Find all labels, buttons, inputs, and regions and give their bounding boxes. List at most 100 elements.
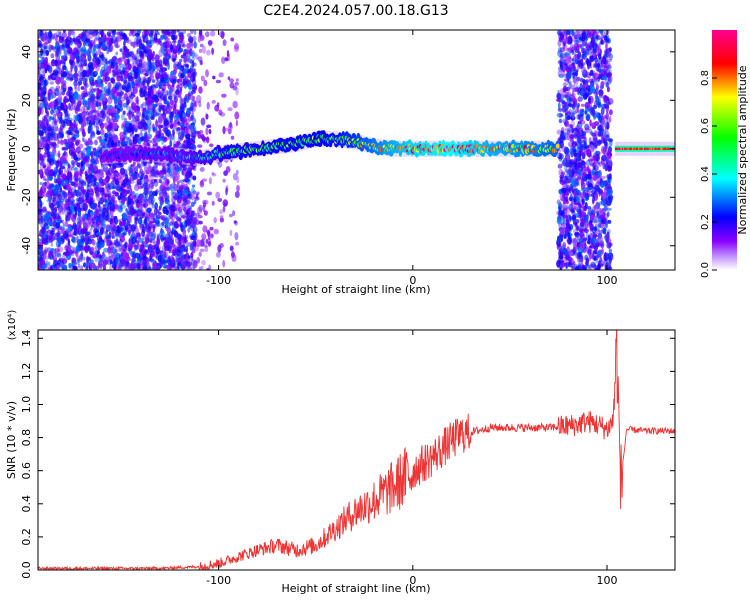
noise-speckle: [59, 59, 64, 64]
noise-speckle: [218, 109, 223, 116]
noise-speckle: [94, 33, 100, 41]
noise-speckle: [158, 211, 162, 216]
noise-speckle: [183, 190, 189, 195]
noise-speckle: [75, 114, 79, 122]
noise-speckle: [229, 121, 232, 129]
noise-speckle: [90, 131, 95, 137]
noise-speckle: [73, 101, 76, 108]
noise-speckle: [86, 183, 90, 188]
noise-speckle: [111, 114, 117, 121]
noise-speckle: [104, 234, 110, 240]
noise-speckle: [136, 48, 141, 54]
noise-speckle: [190, 187, 195, 194]
noise-speckle: [190, 125, 193, 133]
noise-speckle: [88, 100, 91, 106]
noise-speckle: [54, 232, 60, 238]
noise-speckle: [82, 262, 88, 266]
noise-speckle: [190, 192, 195, 201]
noise-speckle: [172, 252, 176, 256]
noise-speckle: [121, 137, 126, 142]
noise-speckle: [73, 214, 77, 220]
noise-speckle: [38, 97, 44, 105]
noise-speckle: [45, 260, 49, 267]
noise-speckle: [185, 211, 188, 218]
noise-speckle: [194, 196, 200, 201]
noise-speckle: [136, 105, 141, 112]
noise-speckle: [128, 95, 134, 99]
noise-speckle: [219, 215, 224, 220]
noise-speckle: [62, 87, 67, 93]
noise-speckle: [149, 190, 155, 198]
noise-speckle: [127, 72, 133, 80]
noise-speckle: [92, 44, 96, 53]
noise-speckle: [125, 121, 130, 128]
noise-speckle: [123, 169, 128, 177]
noise-speckle: [98, 187, 103, 193]
noise-speckle: [141, 255, 147, 260]
noise-speckle: [58, 169, 62, 175]
noise-speckle: [176, 127, 180, 135]
noise-speckle: [102, 68, 107, 75]
noise-speckle: [176, 195, 182, 204]
noise-speckle: [113, 264, 117, 270]
noise-speckle: [126, 39, 132, 44]
noise-speckle: [56, 200, 61, 209]
noise-speckle: [182, 178, 188, 183]
noise-speckle: [42, 125, 47, 134]
noise-speckle: [134, 165, 139, 174]
noise-speckle: [39, 200, 43, 208]
noise-speckle: [184, 127, 189, 134]
noise-speckle: [192, 35, 197, 43]
noise-speckle: [63, 95, 68, 103]
noise-speckle: [205, 113, 209, 120]
noise-speckle: [121, 220, 126, 226]
noise-speckle: [232, 210, 236, 217]
noise-speckle: [152, 241, 158, 245]
noise-speckle: [159, 229, 165, 239]
noise-speckle: [183, 63, 189, 68]
noise-speckle: [92, 109, 97, 114]
noise-speckle: [55, 240, 62, 248]
noise-speckle: [179, 134, 184, 141]
noise-speckle: [67, 225, 72, 233]
noise-speckle: [102, 207, 107, 215]
noise-speckle: [151, 199, 154, 206]
noise-speckle: [82, 74, 85, 80]
noise-speckle: [187, 199, 190, 208]
noise-speckle: [71, 97, 74, 106]
noise-speckle: [165, 110, 168, 114]
noise-speckle: [98, 177, 103, 184]
noise-speckle: [51, 198, 55, 203]
noise-speckle: [70, 199, 76, 203]
noise-speckle: [150, 84, 156, 88]
noise-speckle: [162, 71, 168, 78]
noise-speckle: [198, 30, 203, 39]
noise-speckle: [61, 71, 66, 76]
noise-speckle: [129, 205, 135, 214]
noise-speckle: [202, 45, 206, 54]
noise-speckle: [142, 89, 148, 97]
noise-speckle: [52, 135, 55, 143]
noise-speckle: [167, 244, 173, 252]
noise-speckle: [54, 105, 60, 110]
noise-speckle: [185, 96, 190, 104]
noise-speckle: [91, 150, 96, 158]
noise-speckle: [164, 41, 167, 45]
noise-speckle: [200, 60, 204, 66]
noise-speckle: [115, 204, 119, 210]
noise-speckle: [114, 179, 120, 186]
noise-speckle: [150, 168, 156, 177]
noise-speckle: [39, 30, 43, 37]
noise-speckle: [90, 88, 96, 94]
noise-speckle: [79, 66, 84, 71]
noise-speckle: [186, 42, 191, 49]
noise-speckle: [213, 217, 217, 224]
noise-speckle: [107, 133, 113, 141]
noise-speckle: [103, 259, 109, 265]
noise-speckle: [136, 83, 142, 88]
noise-speckle: [43, 114, 48, 122]
noise-speckle: [153, 178, 158, 183]
noise-speckle: [38, 198, 42, 206]
noise-speckle: [151, 203, 156, 209]
noise-speckle: [115, 58, 119, 66]
